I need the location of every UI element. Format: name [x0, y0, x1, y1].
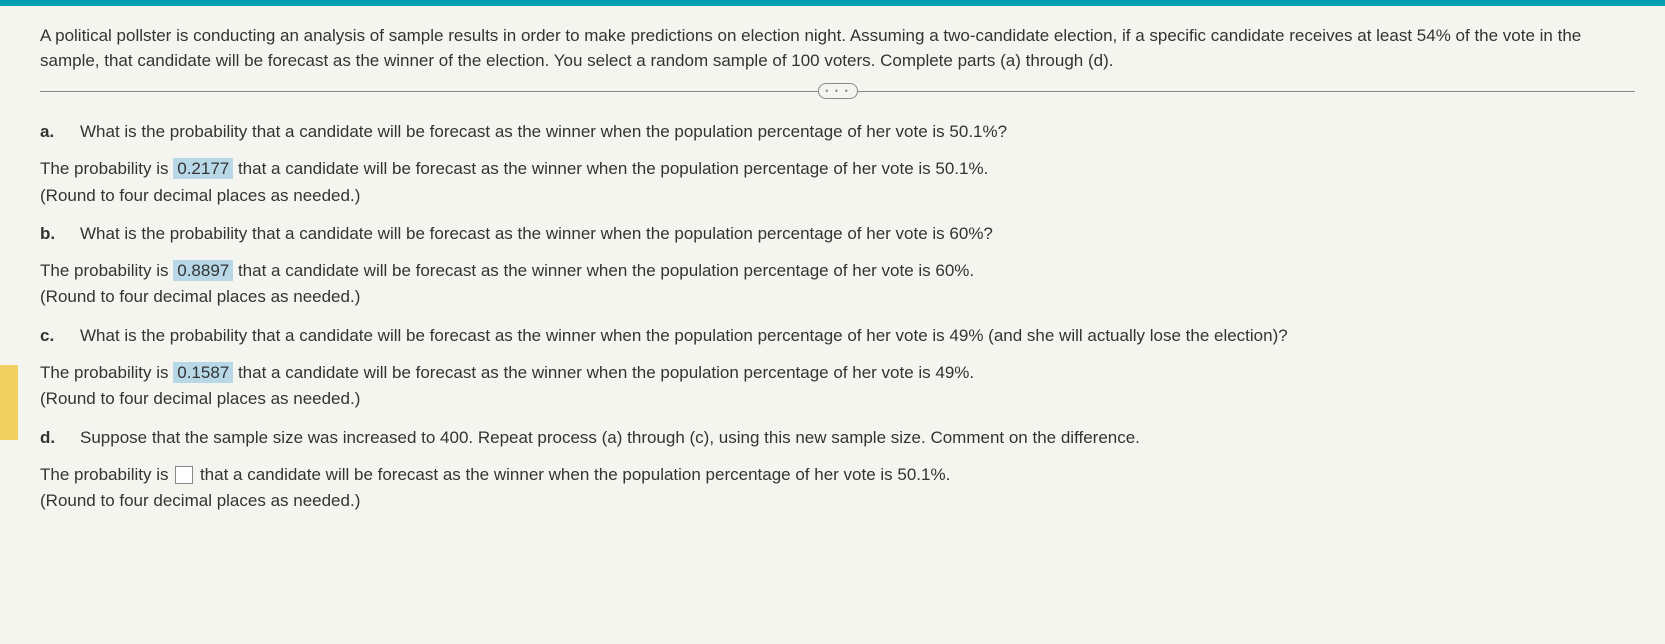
part-a-answer: The probability is 0.2177 that a candida… — [40, 157, 1635, 208]
part-d-answer-suffix: that a candidate will be forecast as the… — [195, 465, 950, 484]
part-d-row: d. Suppose that the sample size was incr… — [40, 426, 1635, 451]
part-c-row: c. What is the probability that a candid… — [40, 324, 1635, 349]
part-d-answer-input[interactable] — [175, 466, 193, 484]
expand-collapse-pill[interactable]: • • • — [818, 83, 858, 99]
part-c-label: c. — [40, 324, 80, 349]
part-c-answer: The probability is 0.1587 that a candida… — [40, 361, 1635, 412]
question-content: A political pollster is conducting an an… — [0, 6, 1665, 546]
part-c-hint: (Round to four decimal places as needed.… — [40, 387, 1635, 412]
part-b-hint: (Round to four decimal places as needed.… — [40, 285, 1635, 310]
part-c-answer-prefix: The probability is — [40, 363, 173, 382]
part-b-answer-prefix: The probability is — [40, 261, 173, 280]
part-a-answer-suffix: that a candidate will be forecast as the… — [233, 159, 988, 178]
part-a-answer-prefix: The probability is — [40, 159, 173, 178]
part-a-row: a. What is the probability that a candid… — [40, 120, 1635, 145]
problem-intro: A political pollster is conducting an an… — [40, 24, 1635, 73]
part-d-label: d. — [40, 426, 80, 451]
part-b-answer-value[interactable]: 0.8897 — [173, 260, 233, 281]
part-c-answer-suffix: that a candidate will be forecast as the… — [233, 363, 974, 382]
part-d-answer: The probability is that a candidate will… — [40, 463, 1635, 514]
part-a-label: a. — [40, 120, 80, 145]
part-b-answer: The probability is 0.8897 that a candida… — [40, 259, 1635, 310]
part-d-answer-prefix: The probability is — [40, 465, 173, 484]
part-a-answer-value[interactable]: 0.2177 — [173, 158, 233, 179]
part-a-hint: (Round to four decimal places as needed.… — [40, 184, 1635, 209]
part-b-label: b. — [40, 222, 80, 247]
part-c-answer-value[interactable]: 0.1587 — [173, 362, 233, 383]
part-b-question: What is the probability that a candidate… — [80, 222, 1635, 247]
part-a-question: What is the probability that a candidate… — [80, 120, 1635, 145]
part-d-question: Suppose that the sample size was increas… — [80, 426, 1635, 451]
part-b-row: b. What is the probability that a candid… — [40, 222, 1635, 247]
part-c-question: What is the probability that a candidate… — [80, 324, 1635, 349]
section-divider: • • • — [40, 91, 1635, 92]
part-d-hint: (Round to four decimal places as needed.… — [40, 489, 1635, 514]
left-margin-tab — [0, 365, 18, 440]
part-b-answer-suffix: that a candidate will be forecast as the… — [233, 261, 974, 280]
